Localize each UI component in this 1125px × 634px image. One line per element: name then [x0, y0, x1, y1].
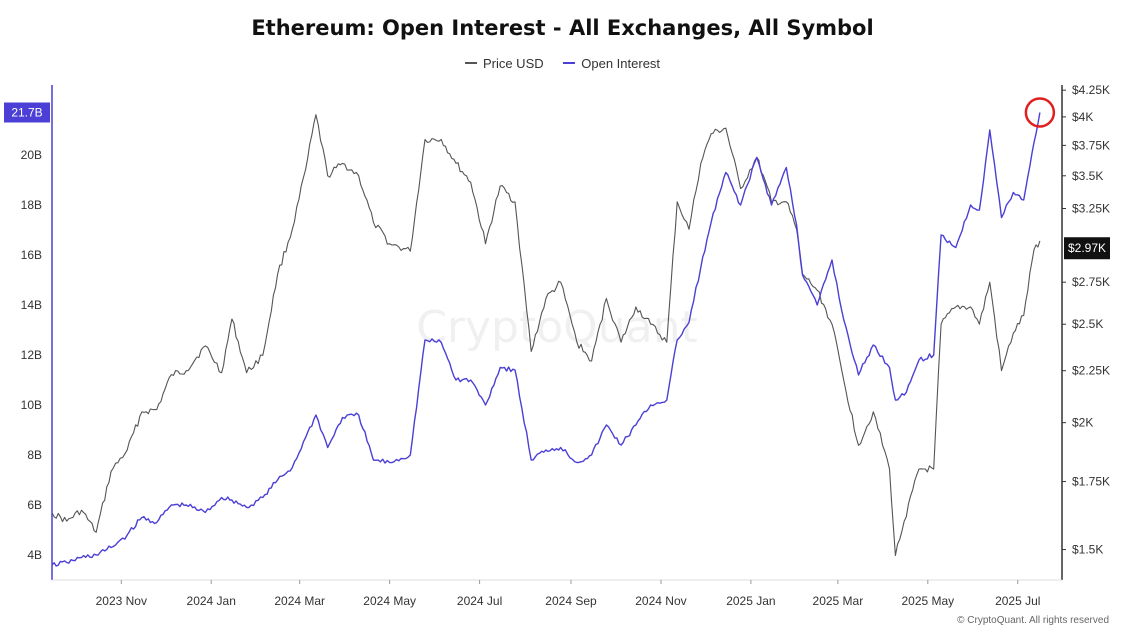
x-tick-label: 2025 May — [901, 594, 954, 608]
x-tick-label: 2025 Mar — [813, 594, 864, 608]
y-right-tick-label: $4K — [1072, 110, 1093, 124]
x-tick-label: 2024 Jul — [457, 594, 502, 608]
y-right-tick-label: $2.5K — [1072, 317, 1103, 331]
y-left-tick-label: 12B — [21, 348, 42, 362]
chart-title: Ethereum: Open Interest - All Exchanges,… — [251, 16, 874, 40]
y-right-tick-label: $1.5K — [1072, 543, 1103, 557]
open-interest-line — [51, 112, 1041, 567]
y-right-tick-label: $2.25K — [1072, 364, 1110, 378]
y-left-tick-label: 16B — [21, 248, 42, 262]
left-last-value-badge — [4, 102, 50, 123]
x-tick-label: 2024 May — [363, 594, 416, 608]
price-usd-line — [51, 114, 1041, 557]
watermark-text: CryptoQuant — [416, 302, 698, 353]
y-right-tick-label: $3.25K — [1072, 201, 1110, 215]
y-left-tick-label: 20B — [21, 148, 42, 162]
right-last-value-label: $2.97K — [1068, 241, 1106, 255]
x-tick-label: 2024 Sep — [545, 594, 597, 608]
x-tick-label: 2025 Jul — [995, 594, 1040, 608]
legend-swatch-price — [464, 62, 477, 64]
y-right-tick-label: $3.75K — [1072, 138, 1110, 152]
legend-swatch-open-interest — [563, 62, 576, 64]
chart-legend: Price USD Open Interest — [0, 52, 1125, 71]
y-left-tick-label: 6B — [27, 498, 42, 512]
right-last-value-badge — [1064, 237, 1110, 260]
x-tick-label: 2024 Nov — [635, 594, 686, 608]
x-tick-label: 2025 Jan — [726, 594, 775, 608]
y-right-tick-label: $2.75K — [1072, 275, 1110, 289]
x-tick-label: 2023 Nov — [96, 594, 147, 608]
y-left-tick-label: 8B — [27, 448, 42, 462]
legend-label-open-interest: Open Interest — [581, 55, 661, 71]
y-left-tick-label: 10B — [21, 398, 42, 412]
legend-item-open-interest[interactable]: Open Interest — [563, 56, 660, 71]
highlight-circle — [1024, 97, 1056, 128]
y-left-tick-label: 18B — [21, 198, 42, 212]
left-last-value-label: 21.7B — [11, 106, 42, 120]
x-tick-label: 2024 Jan — [187, 594, 236, 608]
legend-item-price[interactable]: Price USD — [464, 55, 544, 71]
y-right-tick-label: $1.75K — [1072, 475, 1110, 489]
y-right-tick-label: $3.5K — [1072, 169, 1103, 183]
y-right-tick-label: $4.25K — [1072, 83, 1110, 97]
x-tick-label: 2024 Mar — [274, 594, 325, 608]
copyright-credit: © CryptoQuant. All rights reserved — [957, 615, 1109, 626]
y-left-tick-label: 4B — [27, 548, 42, 562]
y-right-tick-label: $2K — [1072, 416, 1093, 430]
y-left-tick-label: 14B — [21, 298, 42, 312]
legend-label-price: Price USD — [482, 55, 544, 71]
